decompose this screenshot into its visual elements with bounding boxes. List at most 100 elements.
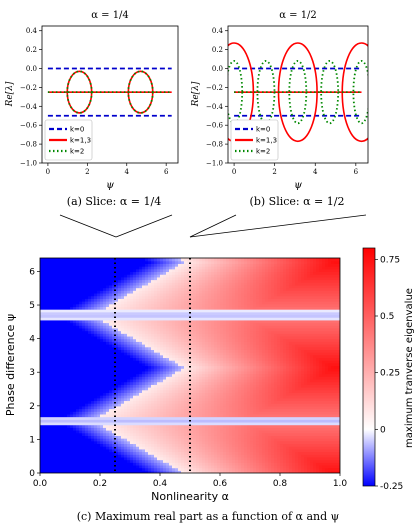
heatmap-cell	[163, 365, 167, 369]
heatmap-cell	[130, 435, 134, 439]
heatmap-cell	[112, 266, 116, 270]
heatmap-cell	[196, 319, 200, 324]
heatmap-cell	[181, 306, 185, 310]
heatmap-cell	[115, 295, 119, 299]
heatmap-cell	[151, 314, 155, 318]
heatmap-cell	[157, 389, 161, 393]
heatmap-cell	[127, 287, 131, 291]
heatmap-cell	[172, 392, 176, 396]
heatmap-cell	[79, 258, 83, 262]
heatmap-cell	[64, 427, 68, 431]
heatmap-cell	[97, 284, 101, 289]
heatmap-cell	[82, 432, 86, 436]
heatmap-cell	[145, 292, 149, 297]
heatmap-cell	[184, 440, 188, 445]
heatmap-cell	[106, 456, 110, 461]
heatmap-cell	[55, 290, 59, 294]
heatmap-cell	[133, 333, 137, 337]
heatmap-cell	[163, 360, 167, 364]
heatmap-cell	[112, 284, 116, 289]
heatmap-cell	[196, 462, 200, 466]
heatmap-cell	[181, 464, 185, 469]
heatmap-cell	[82, 419, 86, 423]
heatmap-cell	[94, 274, 98, 278]
heatmap-cell	[190, 411, 194, 415]
heatmap-cell	[100, 319, 104, 324]
heatmap-cell	[205, 274, 209, 278]
heatmap-cell	[157, 459, 161, 463]
heatmap-cell	[73, 424, 77, 428]
panel-a-axes-frame	[41, 25, 179, 164]
heatmap-cell	[175, 298, 179, 302]
heatmap-cell	[67, 389, 71, 393]
heatmap-cell	[160, 384, 164, 388]
heatmap-cell	[205, 279, 209, 283]
heatmap-cell	[184, 276, 188, 281]
heatmap-cell	[49, 271, 53, 275]
heatmap-cell	[40, 258, 44, 262]
heatmap-cell	[154, 344, 158, 348]
heatmap-cell	[73, 408, 77, 412]
panel-a-legend: k=0k=1,3k=2	[44, 119, 93, 161]
heatmap-cell	[190, 290, 194, 294]
heatmap-cell	[49, 268, 53, 273]
heatmap-cell	[202, 387, 206, 391]
heatmap-cell	[187, 341, 191, 345]
heatmap-cell	[103, 344, 107, 348]
heatmap-cell	[94, 408, 98, 412]
heatmap-cell	[82, 349, 86, 353]
heatmap-cell	[103, 360, 107, 364]
heatmap-cell	[94, 470, 98, 473]
heatmap-cell	[166, 279, 170, 283]
heatmap-cell	[151, 378, 155, 383]
heatmap-cell	[43, 419, 47, 423]
heatmap-cell	[124, 362, 128, 367]
heatmap-cell	[118, 335, 122, 340]
heatmap-cell	[187, 446, 191, 450]
heatmap-cell	[58, 443, 62, 447]
heatmap-cell	[109, 319, 113, 324]
heatmap-cell	[88, 298, 92, 302]
heatmap-cell	[109, 373, 113, 377]
heatmap-cell	[94, 317, 98, 321]
heatmap-cell	[202, 462, 206, 466]
heatmap-cell	[46, 287, 50, 291]
heatmap-cell	[91, 338, 95, 342]
heatmap-cell	[88, 365, 92, 369]
heatmap-cell	[151, 384, 155, 388]
heatmap-cell	[142, 446, 146, 450]
heatmap-cell	[97, 258, 101, 262]
heatmap-cell	[157, 266, 161, 270]
heatmap-cell	[205, 392, 209, 396]
heatmap-cell	[79, 274, 83, 278]
panel-a-series-2-loop-0	[66, 70, 93, 114]
heatmap-cell	[100, 274, 104, 278]
heatmap-cell	[181, 282, 185, 286]
heatmap-cell	[142, 378, 146, 383]
heatmap-cell	[199, 325, 203, 329]
heatmap-cell	[157, 317, 161, 321]
heatmap-cell	[79, 287, 83, 291]
heatmap-cell	[52, 333, 56, 337]
heatmap-cell	[55, 435, 59, 439]
heatmap-cell	[154, 454, 158, 458]
heatmap-cell	[58, 352, 62, 356]
heatmap-cell	[208, 459, 212, 463]
heatmap-cell	[217, 365, 221, 369]
heatmap-cell	[196, 443, 200, 447]
heatmap-cell	[142, 303, 146, 307]
heatmap-cell	[154, 352, 158, 356]
heatmap-cell	[214, 325, 218, 329]
heatmap-cell	[70, 298, 74, 302]
heatmap-cell	[40, 282, 44, 286]
heatmap-cell	[205, 454, 209, 458]
heatmap-cell	[190, 435, 194, 439]
heatmap-cell	[199, 419, 203, 423]
heatmap-cell	[193, 454, 197, 458]
heatmap-cell	[103, 335, 107, 340]
heatmap-cell	[58, 314, 62, 318]
heatmap-cell	[190, 403, 194, 407]
heatmap-cell	[127, 333, 131, 337]
heatmap-cell	[181, 335, 185, 340]
heatmap-cell	[46, 376, 50, 380]
